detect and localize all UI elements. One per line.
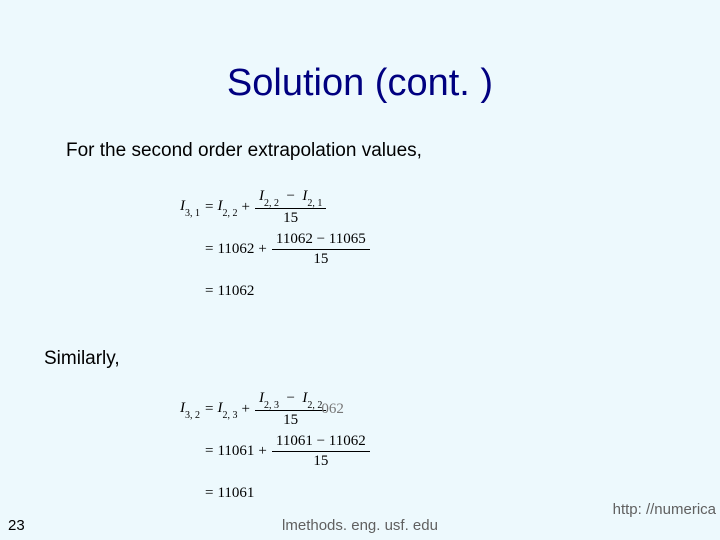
eq2-lhs-sub: 3, 2	[185, 410, 200, 421]
footer-center: lmethods. eng. usf. edu	[0, 517, 720, 534]
overlay-smear: 062	[321, 401, 344, 418]
eq2-row1: I3, 2 = I2, 3 + I2, 3 − I2, 2 15 062	[162, 388, 372, 430]
eq1-frac-b-sub: 2, 1	[307, 198, 322, 209]
equation-block-1: I3, 1 = I2, 2 + I2, 2 − I2, 1 15 = 11062…	[162, 186, 372, 312]
eq1-row2: = 11062 + 11062 − 11065 15	[162, 228, 372, 270]
eq1-rhs1-sub: 2, 2	[222, 208, 237, 219]
footer-right: http: //numerica	[613, 501, 716, 518]
equals-sign: =	[202, 485, 216, 502]
eq2-row2-den: 15	[313, 452, 328, 470]
eq1-frac-den: 15	[283, 209, 298, 227]
eq1-row1: I3, 1 = I2, 2 + I2, 2 − I2, 1 15	[162, 186, 372, 228]
equals-sign: =	[202, 283, 216, 300]
slide-title: Solution (cont. )	[0, 62, 720, 105]
equals-sign: =	[202, 199, 216, 216]
intro-text-2: Similarly,	[44, 348, 120, 370]
eq1-lhs-sub: 3, 1	[185, 208, 200, 219]
eq1-row3-val: 11062	[216, 283, 255, 300]
eq2-frac-den: 15	[283, 411, 298, 429]
eq1-row3: = 11062	[162, 270, 372, 312]
eq1-frac1: I2, 2 − I2, 1 15	[253, 188, 328, 227]
eq2-row2: = 11061 + 11061 − 11062 15	[162, 430, 372, 472]
plus-sign: +	[255, 443, 269, 460]
eq1-frac-a-sub: 2, 2	[264, 198, 279, 209]
eq1-frac2: 11062 − 11065 15	[270, 231, 372, 267]
equals-sign: =	[202, 241, 216, 258]
eq2-frac1: I2, 3 − I2, 2 15	[253, 390, 328, 429]
eq2-row3-val: 11061	[216, 485, 255, 502]
equation-block-2: I3, 2 = I2, 3 + I2, 3 − I2, 2 15 062 = 1…	[162, 388, 372, 514]
eq2-frac-a-sub: 2, 3	[264, 400, 279, 411]
plus-sign: +	[238, 401, 252, 418]
intro-text-1: For the second order extrapolation value…	[66, 140, 422, 162]
eq2-frac-b-sub: 2, 2	[307, 400, 322, 411]
eq2-row2-num: 11061 − 11062	[272, 433, 370, 452]
eq1-row2-base: 11062	[216, 241, 255, 258]
plus-sign: +	[255, 241, 269, 258]
eq2-row2-base: 11061	[216, 443, 255, 460]
eq2-frac2: 11061 − 11062 15	[270, 433, 372, 469]
eq2-row3: = 11061	[162, 472, 372, 514]
slide: Solution (cont. ) For the second order e…	[0, 0, 720, 540]
eq1-row2-num: 11062 − 11065	[272, 231, 370, 250]
equals-sign: =	[202, 443, 216, 460]
equals-sign: =	[202, 401, 216, 418]
eq1-row2-den: 15	[313, 250, 328, 268]
eq2-rhs1-sub: 2, 3	[222, 410, 237, 421]
plus-sign: +	[238, 199, 252, 216]
